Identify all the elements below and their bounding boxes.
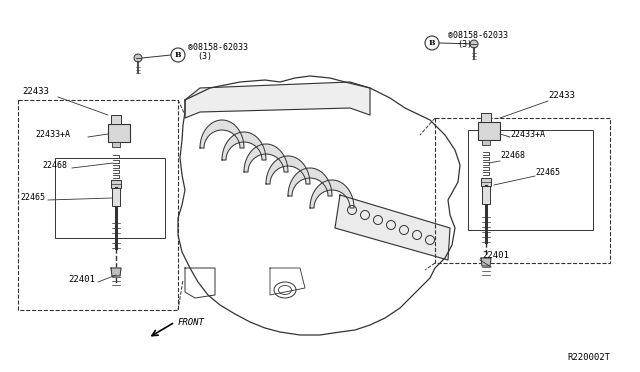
Polygon shape <box>310 180 354 208</box>
Bar <box>435 118 610 263</box>
Polygon shape <box>185 82 370 118</box>
Bar <box>18 100 178 310</box>
Bar <box>111 115 121 124</box>
Text: 22401: 22401 <box>68 275 95 284</box>
Bar <box>111 180 121 188</box>
Text: FRONT: FRONT <box>178 318 205 327</box>
Bar <box>112 188 120 206</box>
Polygon shape <box>266 156 310 184</box>
Polygon shape <box>222 132 266 160</box>
Text: 22468: 22468 <box>500 151 525 160</box>
Circle shape <box>171 48 185 62</box>
Bar <box>108 124 130 142</box>
Polygon shape <box>200 120 244 148</box>
Text: (3): (3) <box>197 52 212 61</box>
Bar <box>482 140 490 145</box>
Text: 22433+A: 22433+A <box>35 130 70 139</box>
Text: ®08158-62033: ®08158-62033 <box>448 31 508 40</box>
Polygon shape <box>481 258 491 266</box>
Polygon shape <box>111 268 121 276</box>
Bar <box>468 130 593 230</box>
Circle shape <box>470 40 478 48</box>
Text: R220002T: R220002T <box>567 353 610 362</box>
Text: 22465: 22465 <box>535 168 560 177</box>
Text: 22401: 22401 <box>482 251 509 260</box>
Text: 22433+A: 22433+A <box>510 130 545 139</box>
Text: B: B <box>429 39 435 47</box>
Bar <box>482 186 490 204</box>
Text: (3): (3) <box>457 40 472 49</box>
Text: 22433: 22433 <box>548 91 575 100</box>
Polygon shape <box>288 168 332 196</box>
Circle shape <box>425 36 439 50</box>
Text: B: B <box>175 51 181 59</box>
Circle shape <box>134 54 142 62</box>
Bar <box>112 142 120 147</box>
Polygon shape <box>335 195 450 260</box>
Bar <box>481 178 491 186</box>
Text: 22433: 22433 <box>22 87 49 96</box>
Bar <box>478 122 500 140</box>
Text: ®08158-62033: ®08158-62033 <box>188 43 248 52</box>
Bar <box>481 113 491 122</box>
Polygon shape <box>244 144 288 172</box>
Bar <box>55 158 165 238</box>
Text: 22465: 22465 <box>20 193 45 202</box>
Text: 22468: 22468 <box>42 161 67 170</box>
